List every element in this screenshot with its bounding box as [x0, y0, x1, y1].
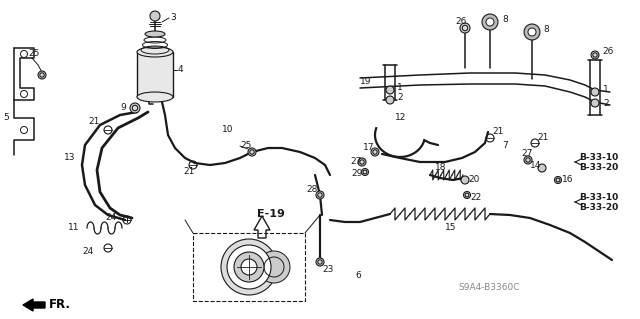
Text: 21: 21 — [537, 132, 548, 142]
Circle shape — [528, 28, 536, 36]
Text: 12: 12 — [395, 114, 406, 122]
Text: 21: 21 — [88, 117, 99, 127]
Text: 16: 16 — [562, 175, 573, 184]
Text: 11: 11 — [68, 224, 79, 233]
Text: 26: 26 — [602, 48, 613, 56]
Text: 10: 10 — [222, 125, 234, 135]
Text: E-19: E-19 — [257, 209, 285, 219]
Circle shape — [371, 148, 379, 156]
Text: 25: 25 — [28, 48, 40, 57]
Circle shape — [241, 259, 257, 275]
Circle shape — [130, 103, 140, 113]
Circle shape — [386, 96, 394, 104]
Text: 25: 25 — [240, 140, 252, 150]
Text: 9: 9 — [120, 103, 126, 113]
Text: 7: 7 — [502, 140, 508, 150]
Circle shape — [461, 176, 469, 184]
Text: 2: 2 — [603, 99, 609, 108]
Bar — [193, 233, 305, 301]
Circle shape — [221, 239, 277, 295]
Ellipse shape — [137, 92, 173, 102]
Circle shape — [482, 14, 498, 30]
Text: 3: 3 — [170, 13, 176, 23]
Text: 27: 27 — [521, 149, 532, 158]
Circle shape — [538, 164, 546, 172]
Circle shape — [463, 191, 470, 198]
Text: 19: 19 — [360, 78, 371, 86]
Text: B-33-10: B-33-10 — [579, 194, 618, 203]
Circle shape — [234, 252, 264, 282]
Circle shape — [386, 86, 394, 94]
Text: 28: 28 — [306, 186, 317, 195]
Text: 15: 15 — [445, 224, 456, 233]
Bar — [137, 52, 173, 97]
Ellipse shape — [137, 47, 173, 57]
Text: 2: 2 — [397, 93, 403, 102]
Text: 22: 22 — [470, 194, 481, 203]
Text: 8: 8 — [502, 16, 508, 25]
Circle shape — [460, 23, 470, 33]
Circle shape — [38, 71, 46, 79]
Text: 18: 18 — [435, 164, 447, 173]
Circle shape — [524, 156, 532, 164]
Circle shape — [316, 191, 324, 199]
Text: 17: 17 — [363, 144, 374, 152]
Circle shape — [362, 168, 369, 175]
Text: 5: 5 — [3, 114, 9, 122]
Text: 29: 29 — [351, 168, 362, 177]
Text: 20: 20 — [468, 175, 479, 184]
Ellipse shape — [145, 31, 165, 37]
Text: 24: 24 — [105, 212, 116, 221]
Circle shape — [258, 251, 290, 283]
Text: 6: 6 — [355, 271, 361, 279]
Text: 1: 1 — [397, 84, 403, 93]
Text: 21: 21 — [492, 128, 504, 137]
Text: B-33-10: B-33-10 — [579, 153, 618, 162]
Text: 21: 21 — [183, 167, 195, 176]
Text: 26: 26 — [455, 18, 467, 26]
Text: S9A4-B3360C: S9A4-B3360C — [458, 284, 520, 293]
Text: 8: 8 — [543, 26, 548, 34]
Text: 4: 4 — [178, 65, 184, 75]
Circle shape — [554, 176, 561, 183]
Circle shape — [227, 245, 271, 289]
Circle shape — [591, 88, 599, 96]
Text: 24: 24 — [82, 248, 93, 256]
Text: FR.: FR. — [49, 299, 71, 311]
Circle shape — [591, 51, 599, 59]
Circle shape — [358, 158, 366, 166]
Circle shape — [486, 18, 494, 26]
Text: B-33-20: B-33-20 — [579, 164, 618, 173]
Text: 14: 14 — [530, 160, 541, 169]
Circle shape — [591, 99, 599, 107]
Circle shape — [248, 148, 256, 156]
Text: B-33-20: B-33-20 — [579, 204, 618, 212]
Circle shape — [524, 24, 540, 40]
Text: 27: 27 — [350, 158, 362, 167]
Text: 1: 1 — [603, 85, 609, 94]
FancyArrow shape — [23, 299, 45, 311]
Circle shape — [150, 11, 160, 21]
Text: 13: 13 — [64, 153, 76, 162]
Circle shape — [316, 258, 324, 266]
Text: 23: 23 — [322, 265, 333, 275]
